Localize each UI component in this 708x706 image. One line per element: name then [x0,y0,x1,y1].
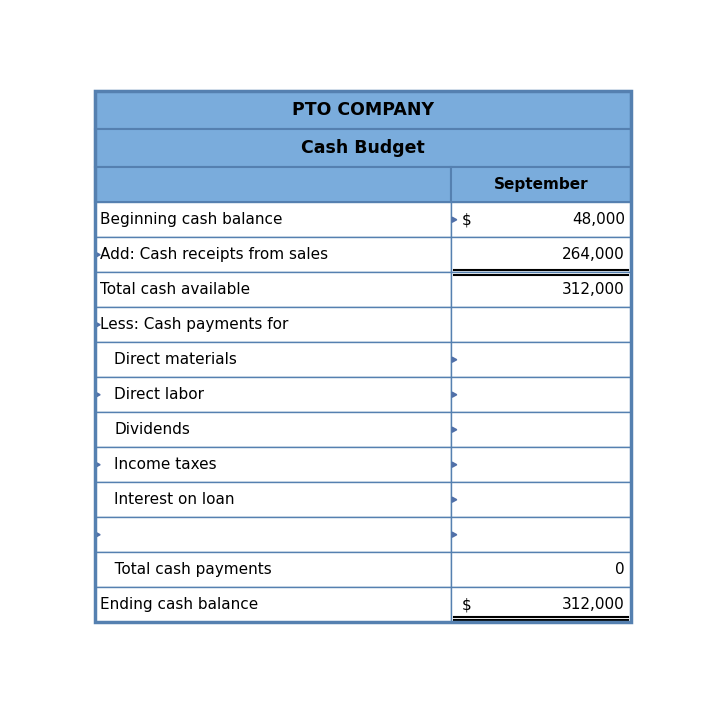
Bar [451,167,631,202]
Bar [451,342,631,377]
Bar [451,447,631,482]
Text: PTO COMPANY: PTO COMPANY [292,101,434,119]
Text: 264,000: 264,000 [562,247,624,262]
Bar [95,447,451,482]
Text: Beginning cash balance: Beginning cash balance [100,213,282,227]
Text: Total cash payments: Total cash payments [100,562,272,578]
Polygon shape [452,532,457,537]
Bar [95,412,451,447]
Text: September: September [494,177,588,192]
Text: 312,000: 312,000 [562,282,624,297]
Text: Direct materials: Direct materials [114,352,237,367]
Bar [451,587,631,622]
Text: Cash Budget: Cash Budget [301,139,425,157]
Bar [95,129,631,167]
Bar [95,167,451,202]
Text: Total cash available: Total cash available [100,282,250,297]
Text: Direct labor: Direct labor [114,387,204,402]
Bar [451,482,631,517]
Bar [95,587,451,622]
Bar [451,202,631,237]
Polygon shape [452,217,457,222]
Text: Ending cash balance: Ending cash balance [100,597,258,612]
Bar [95,517,451,552]
Text: Add: Cash receipts from sales: Add: Cash receipts from sales [100,247,329,262]
Bar [451,237,631,273]
Text: 48,000: 48,000 [572,213,624,227]
Bar [451,377,631,412]
Polygon shape [452,357,457,362]
Text: Interest on loan: Interest on loan [114,492,234,507]
Bar [95,377,451,412]
Polygon shape [452,392,457,397]
Polygon shape [96,252,100,257]
Bar [451,412,631,447]
Bar [95,482,451,517]
Text: Income taxes: Income taxes [114,457,217,472]
Polygon shape [96,462,100,467]
Bar [451,273,631,307]
Text: Dividends: Dividends [114,422,190,437]
Polygon shape [452,462,457,467]
Bar [451,517,631,552]
Polygon shape [96,532,100,537]
Bar [95,552,451,587]
Bar [95,273,451,307]
Polygon shape [96,392,100,397]
Bar [95,307,451,342]
Text: Less: Cash payments for: Less: Cash payments for [100,317,288,333]
Text: $: $ [462,213,472,227]
Polygon shape [452,427,457,432]
Text: $: $ [462,597,472,612]
Polygon shape [96,322,100,328]
Bar [95,342,451,377]
Bar [95,91,631,129]
Text: 0: 0 [615,562,624,578]
Text: 312,000: 312,000 [562,597,624,612]
Polygon shape [452,497,457,502]
Bar [95,237,451,273]
Bar [95,202,451,237]
Bar [451,307,631,342]
Bar [451,552,631,587]
